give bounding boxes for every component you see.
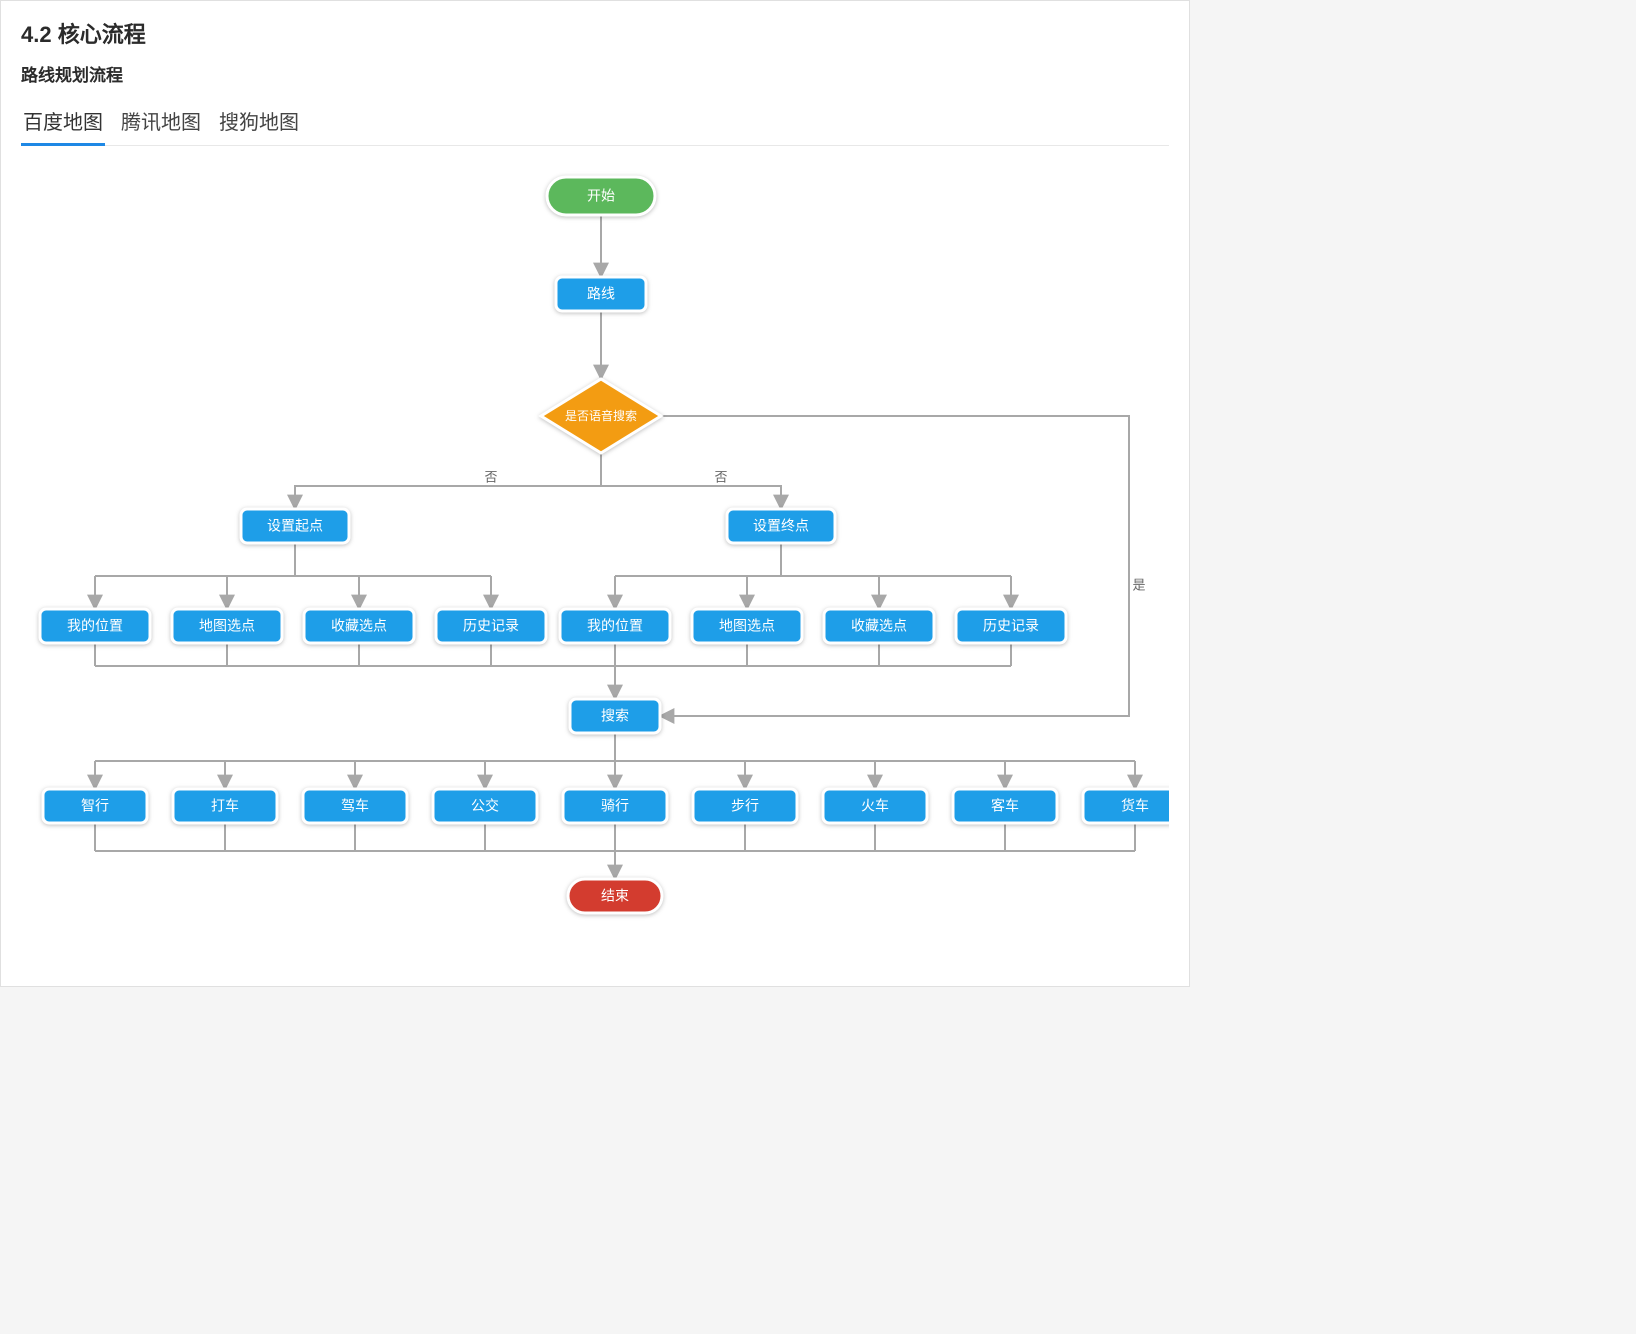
node-label: 驾车 [341,798,369,814]
flowchart-canvas: 否 否是 开始路线是否语音搜索设置起点 设置终点我的位置 地图选点 收藏选点 历史记录 我的位… [21,156,1169,966]
flow-edge [601,486,781,509]
section-title: 4.2 核心流程 [21,17,1169,49]
node-label: 历史记录 [463,618,519,634]
flow-node-setEnd: 设置终点 [727,509,835,543]
flow-node-start: 开始 [547,177,655,215]
node-label: 智行 [81,798,109,814]
node-label: 步行 [731,798,759,814]
flow-node-sB4: 历史记录 [956,609,1066,643]
node-label: 地图选点 [719,618,775,634]
node-label: 路线 [587,286,615,302]
flow-node-sA1: 我的位置 [40,609,150,643]
node-label: 火车 [861,798,889,814]
flow-node-m8: 客车 [953,789,1057,823]
node-label: 历史记录 [983,618,1039,634]
tab-bar: 百度地图 腾讯地图 搜狗地图 [21,100,1169,146]
flow-node-search: 搜索 [570,699,660,733]
edge-label: 否 [714,469,727,484]
flow-node-m3: 驾车 [303,789,407,823]
edge-label: 是 [1132,577,1145,592]
node-label: 我的位置 [587,618,643,634]
node-label: 货车 [1121,798,1149,814]
flowchart-svg: 否 否是 开始路线是否语音搜索设置起点 设置终点我的位置 地图选点 收藏选点 历史记录 我的位… [21,156,1169,966]
flow-node-m6: 步行 [693,789,797,823]
flow-node-m7: 火车 [823,789,927,823]
flow-node-setStart: 设置起点 [241,509,349,543]
node-label: 开始 [587,188,615,204]
tab-sogou[interactable]: 搜狗地图 [217,100,301,145]
flow-node-m2: 打车 [173,789,277,823]
node-label: 我的位置 [67,618,123,634]
node-label: 收藏选点 [851,618,907,634]
tab-tencent[interactable]: 腾讯地图 [119,100,203,145]
flow-node-sB3: 收藏选点 [824,609,934,643]
node-label: 结束 [601,888,629,904]
flow-edge [295,486,601,509]
page-title: 路线规划流程 [21,61,1169,86]
flow-node-end: 结束 [568,879,662,913]
edge-label: 否 [484,469,497,484]
node-label: 搜索 [601,708,629,724]
node-label: 打车 [211,798,239,814]
node-label: 设置终点 [753,518,809,534]
flow-node-sB2: 地图选点 [692,609,802,643]
node-label: 收藏选点 [331,618,387,634]
tab-baidu[interactable]: 百度地图 [21,100,105,145]
flow-node-m9: 货车 [1083,789,1169,823]
page: 4.2 核心流程 路线规划流程 百度地图 腾讯地图 搜狗地图 否 否是 开始路线是否… [0,0,1190,987]
flow-node-sB1: 我的位置 [560,609,670,643]
flow-node-voice: 是否语音搜索 [541,379,661,453]
flow-node-sA2: 地图选点 [172,609,282,643]
flow-node-m4: 公交 [433,789,537,823]
flow-node-sA3: 收藏选点 [304,609,414,643]
flow-node-route: 路线 [556,277,646,311]
node-label: 地图选点 [199,618,255,634]
flow-node-sA4: 历史记录 [436,609,546,643]
node-label: 公交 [471,798,499,814]
node-label: 设置起点 [267,518,323,534]
flow-node-m5: 骑行 [563,789,667,823]
flow-node-m1: 智行 [43,789,147,823]
flow-edge [660,416,1129,716]
node-label: 客车 [991,798,1019,814]
node-label: 是否语音搜索 [565,408,637,423]
node-label: 骑行 [601,798,629,814]
